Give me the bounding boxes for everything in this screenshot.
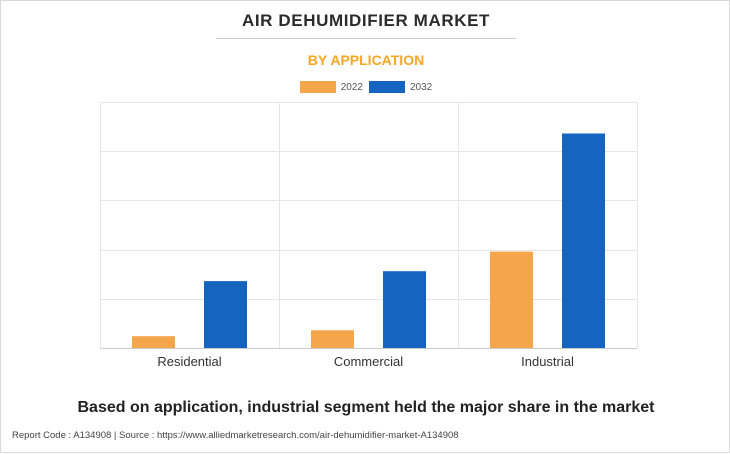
legend-item-2022[interactable]: 2022 — [299, 81, 363, 93]
x-tick-label-industrial: Industrial — [521, 354, 574, 369]
chart-subtitle: BY APPLICATION — [307, 52, 425, 68]
legend-swatch-2032 — [369, 81, 405, 93]
legend-label-2032: 2032 — [410, 81, 433, 93]
bar-commercial-2032[interactable] — [383, 271, 426, 348]
bar-residential-2022[interactable] — [132, 336, 175, 348]
report-footer: Report Code : A134908 | Source : https:/… — [12, 430, 459, 441]
chart-caption: Based on application, industrial segment… — [77, 399, 655, 416]
x-tick-label-residential: Residential — [157, 354, 221, 369]
bar-residential-2032[interactable] — [204, 281, 247, 348]
bar-industrial-2022[interactable] — [490, 251, 533, 348]
legend: 2022 2032 — [1, 81, 730, 93]
bar-industrial-2032[interactable] — [562, 133, 605, 349]
x-tick-label-commercial: Commercial — [334, 354, 403, 369]
title-divider — [216, 38, 516, 39]
bar-commercial-2022[interactable] — [311, 330, 354, 348]
legend-swatch-2022 — [299, 81, 336, 93]
legend-label-2022: 2022 — [340, 81, 363, 93]
chart-title: AIR DEHUMIDIFIER MARKET — [241, 11, 490, 30]
legend-item-2032[interactable]: 2032 — [369, 81, 432, 93]
